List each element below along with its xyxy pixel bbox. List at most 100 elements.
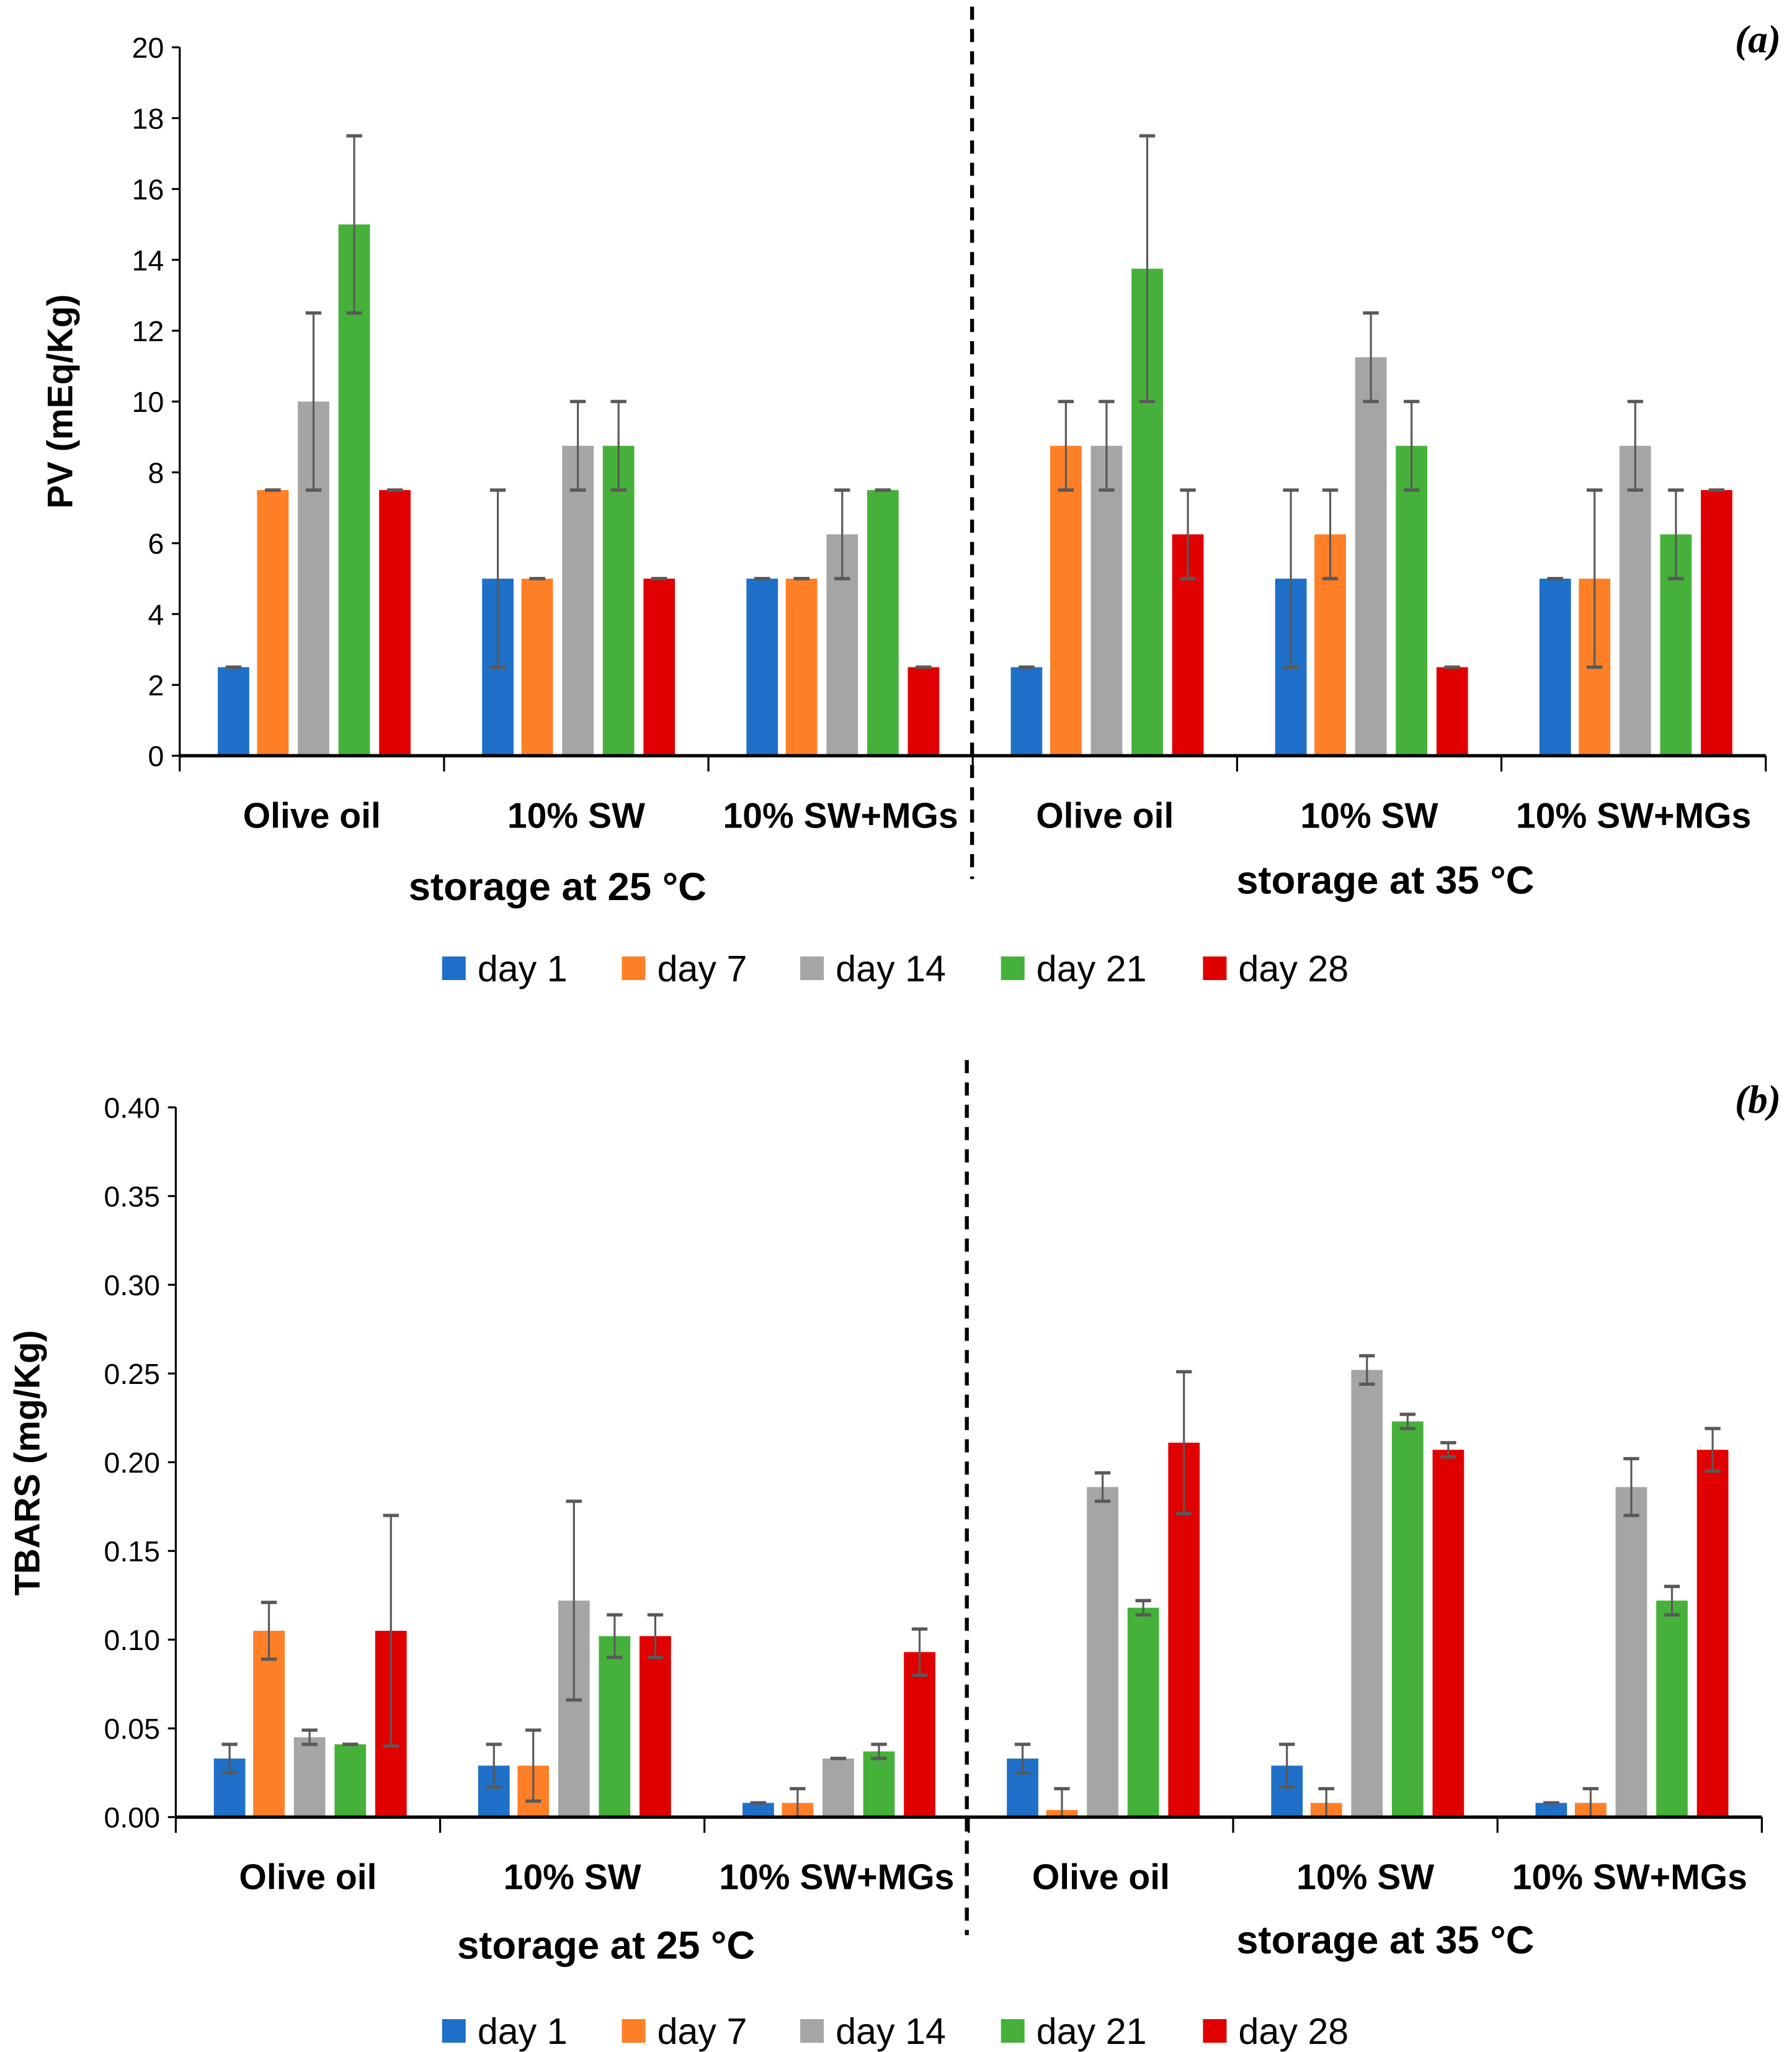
legend-swatch (622, 2019, 646, 2043)
bar-day-14 (1615, 1487, 1647, 1818)
bar-day-1 (1535, 1803, 1567, 1818)
bar-day-28 (379, 490, 411, 756)
y-tick-label: 4 (148, 599, 164, 631)
bar-day-21 (1396, 445, 1428, 756)
category-label: Olive oil (239, 1858, 377, 1898)
bar-day-21 (863, 1751, 895, 1818)
y-tick-label: 2 (148, 669, 164, 702)
bar-day-7 (257, 490, 289, 756)
y-axis-label: TBARS (mg/Kg) (7, 1330, 47, 1595)
panel-label: (b) (1735, 1077, 1781, 1122)
bar-day-14 (562, 445, 594, 756)
y-tick-label: 8 (148, 457, 164, 489)
bar-day-21 (334, 1744, 367, 1818)
y-tick-label: 0.00 (104, 1801, 160, 1834)
bar-day-7 (785, 578, 818, 756)
legend-swatch (1001, 956, 1025, 980)
bar-day-1 (742, 1803, 774, 1818)
y-tick-label: 0.35 (104, 1180, 160, 1213)
y-tick-label: 14 (132, 244, 164, 277)
group-label: storage at 35 °C (1236, 859, 1534, 902)
bar-day-14 (293, 1737, 326, 1818)
legend-swatch (1203, 2019, 1227, 2043)
category-label: 10% SW+MGs (1512, 1858, 1747, 1898)
bar-day-21 (867, 490, 899, 756)
chart-b-tbars: 0.00 0.05 0.10 0.15 0.20 0.25 0.30 0.35 0.40 TBAR… (7, 1059, 1781, 2052)
y-tick-label: 18 (132, 102, 164, 135)
y-tick-label: 0.25 (104, 1358, 160, 1390)
bar-day-14 (1355, 357, 1387, 756)
legend-label: day 28 (1238, 948, 1348, 989)
category-label: 10% SW (504, 1858, 641, 1898)
group-label: storage at 35 °C (1236, 1919, 1534, 1962)
y-tick-label: 0.40 (104, 1092, 160, 1124)
y-tick-label: 10 (132, 386, 164, 418)
y-tick-label: 6 (148, 528, 164, 560)
bar-day-14 (1087, 1487, 1118, 1818)
bar-day-21 (599, 1636, 631, 1818)
bar-day-28 (1432, 1450, 1464, 1818)
category-label: 10% SW+MGs (1516, 796, 1751, 836)
bar-day-14 (1619, 445, 1651, 756)
panel-label: (a) (1735, 17, 1781, 61)
bar-day-28 (907, 667, 940, 756)
y-tick-label: 12 (132, 315, 164, 347)
bar-day-1 (746, 578, 778, 756)
category-label: 10% SW (1296, 1858, 1434, 1898)
group-label: storage at 25 °C (409, 865, 707, 909)
y-axis-label: PV (mEq/Kg) (40, 294, 80, 509)
bar-day-28 (1701, 490, 1732, 756)
legend-label: day 14 (836, 948, 946, 989)
legend-swatch (800, 956, 824, 980)
bar-day-28 (643, 578, 675, 756)
legend-label: day 7 (658, 2010, 747, 2052)
legend-swatch (800, 2019, 824, 2043)
bar-day-7 (1050, 445, 1082, 756)
y-tick-label: 0.20 (104, 1447, 160, 1479)
bar-day-28 (1696, 1450, 1729, 1818)
bar-day-1 (1010, 667, 1043, 756)
bar-day-7 (253, 1630, 285, 1818)
bar-day-1 (1539, 578, 1571, 756)
bar-day-14 (1090, 445, 1123, 756)
legend-label: day 7 (658, 948, 747, 989)
y-tick-label: 16 (132, 174, 164, 206)
category-label: Olive oil (1036, 796, 1174, 836)
legend-swatch (442, 2019, 466, 2043)
y-tick-label: 0.10 (104, 1624, 160, 1656)
category-label: 10% SW+MGs (719, 1858, 954, 1898)
y-tick-label: 0.30 (104, 1269, 160, 1301)
bar-day-21 (1656, 1600, 1688, 1818)
legend-label: day 28 (1238, 2010, 1348, 2052)
bar-day-28 (904, 1652, 935, 1818)
category-label: 10% SW (507, 796, 645, 836)
y-tick-label: 0 (148, 740, 164, 772)
legend-label: day 14 (836, 2010, 946, 2052)
bar-day-28 (1436, 667, 1468, 756)
bar-day-21 (1391, 1421, 1424, 1818)
bar-day-21 (1127, 1607, 1159, 1818)
bar-day-14 (822, 1758, 854, 1818)
category-label: Olive oil (1032, 1858, 1170, 1898)
bar-day-1 (218, 667, 249, 756)
legend-label: day 21 (1036, 948, 1147, 989)
group-label: storage at 25 °C (457, 1924, 755, 1968)
legend-swatch (442, 956, 466, 980)
legend-swatch (622, 956, 646, 980)
bar-day-14 (1351, 1370, 1383, 1818)
category-label: Olive oil (243, 796, 381, 836)
legend-swatch (1001, 2019, 1025, 2043)
category-label: 10% SW (1300, 796, 1438, 836)
category-label: 10% SW+MGs (723, 796, 958, 836)
y-tick-label: 0.15 (104, 1535, 160, 1568)
y-tick-label: 0.05 (104, 1713, 160, 1745)
legend-label: day 21 (1036, 2010, 1147, 2052)
bar-day-7 (521, 578, 553, 756)
chart-a-pv: 0 2 4 6 8 10 12 14 16 18 20 PV (mEq/Kg) (a) Olive oil… (40, 6, 1781, 989)
y-tick-label: 20 (132, 32, 164, 64)
bar-day-28 (640, 1636, 671, 1818)
legend-swatch (1203, 956, 1227, 980)
legend-label: day 1 (478, 948, 568, 989)
bar-day-21 (602, 445, 635, 756)
